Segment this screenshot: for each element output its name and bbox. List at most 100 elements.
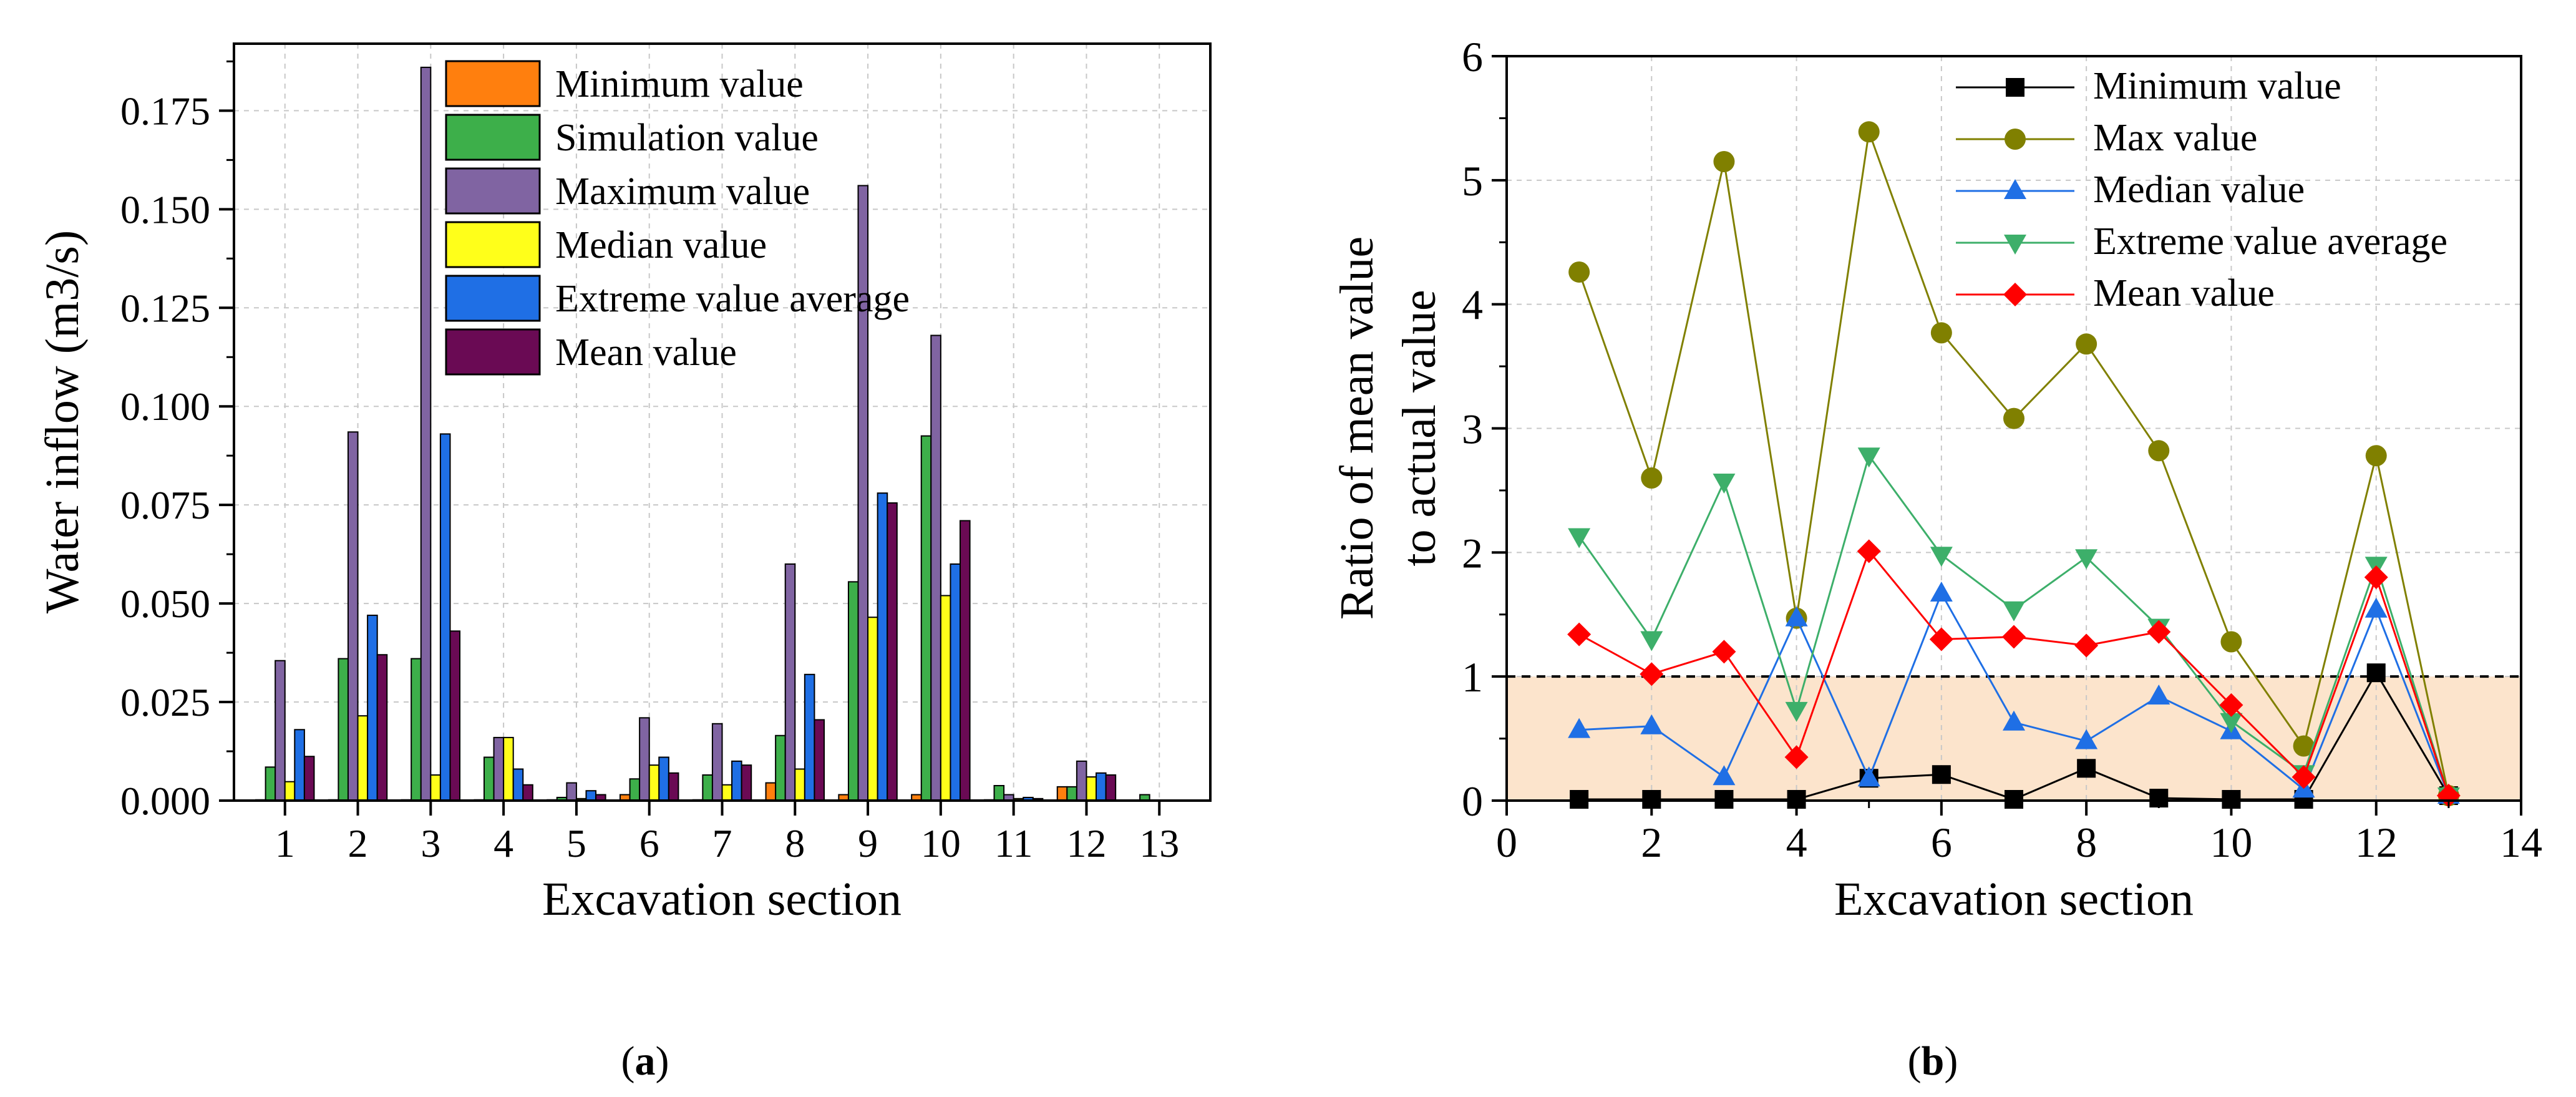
a-x-tick-label: 4	[493, 821, 513, 865]
a-y-axis-title: Water inflow (m3/s)	[36, 230, 89, 613]
b-x-tick-label: 8	[2076, 819, 2097, 866]
a-bar	[357, 715, 369, 802]
b-y-axis-title-line2: to actual value	[1393, 290, 1446, 566]
b-legend-label: Mean value	[2093, 272, 2275, 314]
b-point	[1640, 662, 1664, 686]
b-y-tick-label: 2	[1462, 529, 1483, 577]
a-legend-swatch-extreme-average	[445, 275, 541, 322]
a-bar	[639, 717, 650, 801]
b-series	[1568, 581, 2460, 804]
a-bar	[731, 760, 742, 801]
a-x-tick-label: 5	[566, 821, 586, 865]
b-point	[1640, 714, 1663, 734]
b-point	[1713, 765, 1736, 786]
a-y-tick-label: 0.100	[120, 384, 210, 429]
a-bar	[629, 778, 641, 801]
a-bar	[275, 660, 286, 801]
b-legend-label: Median value	[2093, 168, 2305, 211]
b-x-tick-label: 0	[1496, 819, 1517, 866]
b-axis-ticks	[1492, 55, 2522, 816]
a-bar	[1096, 772, 1107, 801]
a-bar	[920, 435, 932, 801]
a-bar	[867, 617, 878, 801]
a-legend-label: Extreme value average	[555, 278, 910, 320]
a-x-tick-label: 7	[712, 821, 732, 865]
b-series	[1567, 539, 2461, 808]
b-point	[2147, 620, 2171, 644]
b-x-tick-label: 6	[1931, 819, 1952, 866]
b-x-tick-label: 14	[2500, 819, 2542, 866]
b-y-tick-label: 1	[1462, 653, 1483, 701]
b-point	[2220, 631, 2242, 653]
b-point	[2077, 759, 2096, 778]
a-bar	[449, 630, 461, 802]
a-bar	[940, 595, 951, 802]
a-bar	[376, 654, 388, 801]
a-bar	[439, 433, 451, 801]
b-point	[1713, 473, 1736, 494]
b-point	[1857, 447, 1880, 468]
a-bar	[265, 766, 276, 801]
a-x-tick-label: 12	[1066, 821, 1106, 865]
a-bar	[294, 729, 305, 801]
b-legend-key-mean	[1956, 283, 2074, 306]
b-point	[2076, 333, 2097, 355]
b-point	[2075, 729, 2098, 749]
b-point	[2075, 549, 2098, 570]
a-x-tick-label: 6	[639, 821, 659, 865]
a-bar	[512, 768, 524, 802]
b-point	[1568, 261, 1590, 283]
b-point	[1785, 606, 1808, 627]
b-point	[2003, 601, 2025, 622]
b-point	[2074, 633, 2099, 658]
a-legend-label: Median value	[555, 224, 767, 266]
a-bar	[503, 736, 514, 801]
b-legend: Minimum value Max value Median value Ext…	[1956, 65, 2447, 314]
b-x-tick-label: 4	[1786, 819, 1807, 866]
b-legend-key-median	[1956, 179, 2074, 199]
b-legend-marker	[2004, 235, 2026, 255]
b-shaded-band	[1507, 676, 2521, 801]
b-y-axis-title-line1: Ratio of mean value	[1331, 236, 1383, 620]
b-point	[2366, 663, 2386, 683]
b-point	[2147, 684, 2170, 705]
b-point	[2003, 710, 2025, 731]
a-x-tick-label: 10	[921, 821, 961, 865]
a-y-tick-label: 0.150	[120, 187, 210, 232]
a-bar	[411, 658, 422, 801]
a-bar	[775, 734, 786, 801]
b-point	[1641, 467, 1663, 489]
a-bar	[1086, 776, 1097, 801]
b-point	[2002, 625, 2026, 649]
a-legend-label: Minimum value	[555, 63, 804, 105]
b-point	[1857, 766, 1880, 787]
b-point	[1932, 765, 1951, 784]
panel-label-a: (a)	[621, 1038, 669, 1084]
b-point	[1640, 631, 1663, 651]
a-bar	[930, 334, 941, 801]
b-legend-key-extreme-average	[1956, 235, 2074, 255]
a-bar	[711, 723, 723, 801]
a-bar	[1076, 760, 1087, 801]
a-y-tick-label: 0.125	[120, 286, 210, 330]
panel-label-b: (b)	[1908, 1038, 1958, 1084]
a-x-tick-label: 8	[785, 821, 805, 865]
a-bar	[493, 736, 505, 801]
b-point	[1568, 528, 1591, 548]
a-bar	[877, 492, 888, 801]
a-bar	[784, 563, 796, 801]
a-bar	[794, 768, 805, 802]
b-legend-key-max	[1956, 129, 2074, 150]
a-y-tick-label: 0.075	[120, 483, 210, 527]
a-bar	[338, 658, 349, 801]
b-x-tick-label: 10	[2210, 819, 2252, 866]
a-x-tick-label: 2	[348, 821, 368, 865]
b-point	[1568, 718, 1591, 738]
a-bar	[1056, 786, 1068, 802]
a-legend-swatch-median	[445, 221, 541, 268]
b-point	[1929, 627, 1953, 651]
b-point	[2293, 735, 2315, 757]
a-bar	[702, 774, 713, 802]
b-point	[1930, 581, 1953, 602]
